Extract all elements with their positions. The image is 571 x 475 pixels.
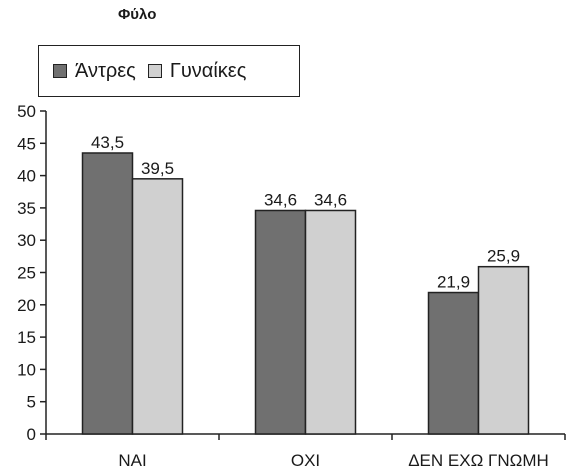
legend-item-men: Άντρες bbox=[53, 60, 136, 83]
legend: Άντρες Γυναίκες bbox=[38, 45, 300, 97]
y-tick-label: 45 bbox=[17, 134, 36, 153]
y-tick-label: 20 bbox=[17, 296, 36, 315]
bar-men bbox=[254, 209, 307, 435]
legend-item-women: Γυναίκες bbox=[147, 59, 247, 83]
data-label: 25,9 bbox=[487, 247, 520, 266]
y-tick-label: 5 bbox=[27, 393, 36, 412]
legend-swatch-men bbox=[53, 64, 67, 78]
y-tick-label: 40 bbox=[17, 167, 36, 186]
legend-label-women: Γυναίκες bbox=[169, 59, 247, 82]
data-label: 39,5 bbox=[141, 159, 174, 178]
data-label: 43,5 bbox=[91, 133, 124, 152]
y-tick-label: 30 bbox=[17, 231, 36, 250]
category-label: ΝΑΙ bbox=[118, 451, 146, 470]
data-label: 34,6 bbox=[314, 190, 347, 209]
y-tick-label: 15 bbox=[17, 328, 36, 347]
chart-title: Φύλο bbox=[118, 6, 157, 23]
y-tick-label: 10 bbox=[17, 360, 36, 379]
data-label: 21,9 bbox=[437, 273, 470, 292]
bar-women bbox=[131, 178, 184, 435]
bar-men bbox=[427, 291, 480, 435]
legend-label-men: Άντρες bbox=[75, 59, 136, 82]
category-label: ΟΧΙ bbox=[291, 451, 320, 470]
data-label: 34,6 bbox=[264, 190, 297, 209]
legend-swatch-women bbox=[147, 64, 162, 78]
bar-women bbox=[477, 265, 530, 435]
bar-men bbox=[81, 152, 134, 435]
category-label: ΔΕΝ ΕΧΩ ΓΝΩΜΗ bbox=[408, 451, 549, 470]
y-tick-label: 25 bbox=[17, 264, 36, 283]
y-tick-label: 0 bbox=[27, 425, 36, 444]
y-tick-label: 35 bbox=[17, 199, 36, 218]
bar-women bbox=[304, 209, 357, 435]
y-tick-label: 50 bbox=[17, 102, 36, 121]
